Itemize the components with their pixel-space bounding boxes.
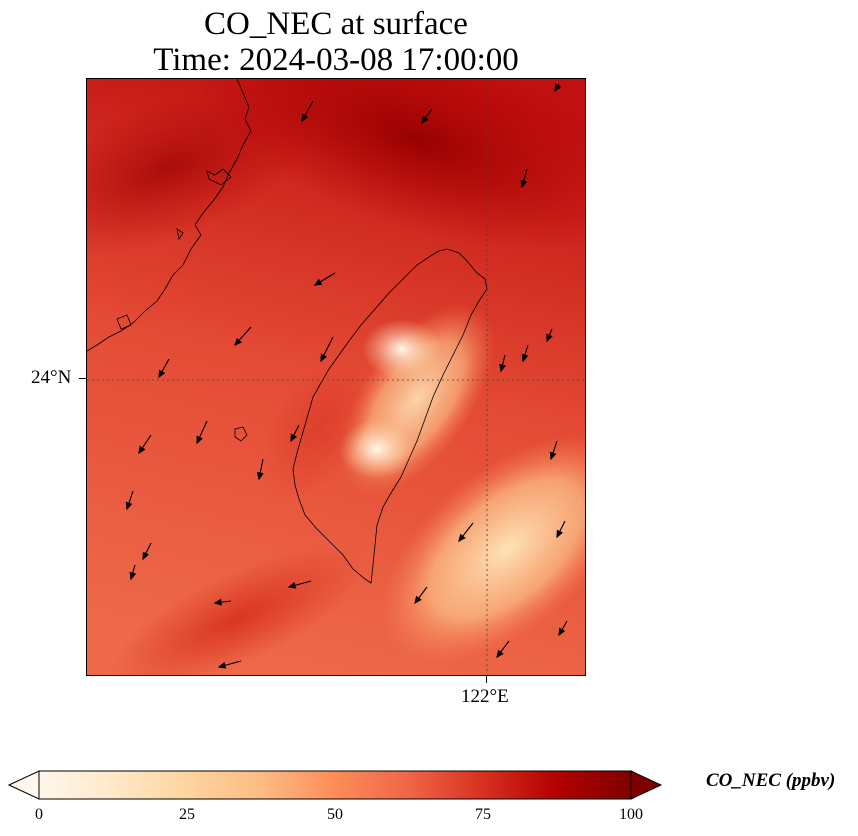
lon-label: 122°E <box>461 686 509 707</box>
wind-arrow-head <box>546 333 553 343</box>
wind-arrow-head <box>558 627 566 637</box>
wind-arrow-head <box>125 501 133 511</box>
lat-label: 24°N <box>31 367 72 388</box>
wind-arrow-head <box>196 435 203 445</box>
wind-vectors <box>125 83 568 669</box>
colorbar-gradient <box>38 770 632 800</box>
wind-arrow-head <box>234 337 242 347</box>
map-panel <box>86 78 586 676</box>
colorbar-tick-25: 25 <box>179 806 195 823</box>
colorbar-tick-75: 75 <box>475 806 491 823</box>
colorbar-unit-label: CO_NEC (ppbv) <box>706 770 836 791</box>
wind-arrow-head <box>458 533 466 543</box>
colorbar-tick-50: 50 <box>327 806 343 823</box>
gridlines <box>87 79 585 675</box>
wind-arrow-head <box>301 113 309 123</box>
wind-arrow-head <box>414 595 422 605</box>
colorbar-max-extension <box>630 770 663 800</box>
lon-tick <box>486 676 487 683</box>
colorbar <box>8 770 663 800</box>
wind-arrow-head <box>217 661 227 669</box>
wind-arrow-head <box>256 471 264 481</box>
coastline <box>87 79 488 584</box>
wind-arrow-head <box>129 571 137 581</box>
wind-arrow-head <box>549 451 557 461</box>
wind-arrow-head <box>520 179 528 189</box>
wind-arrow-head <box>142 551 150 561</box>
wind-arrow-head <box>138 445 146 455</box>
wind-arrow-head <box>287 581 297 589</box>
wind-arrow-head <box>213 598 222 606</box>
wind-arrow-head <box>554 83 562 93</box>
figure-title-line1: CO_NEC at surface <box>204 6 468 42</box>
wind-arrow-head <box>320 353 328 363</box>
wind-arrow-head <box>499 363 506 373</box>
wind-arrow-head <box>421 115 429 125</box>
colorbar-tick-100: 100 <box>619 806 643 823</box>
field-blobs <box>87 79 585 675</box>
lat-tick <box>79 378 86 379</box>
wind-arrow-head <box>158 369 166 379</box>
wind-arrow-head <box>496 649 504 659</box>
wind-arrow-head <box>313 278 323 286</box>
colorbar-tick-0: 0 <box>35 806 43 823</box>
wind-arrow-head <box>556 529 564 539</box>
wind-arrow-head <box>290 433 298 443</box>
wind-arrow-head <box>521 353 529 363</box>
figure-title-line2: Time: 2024-03-08 17:00:00 <box>153 42 519 78</box>
colorbar-min-extension <box>8 770 40 800</box>
concentration-field <box>87 79 585 675</box>
